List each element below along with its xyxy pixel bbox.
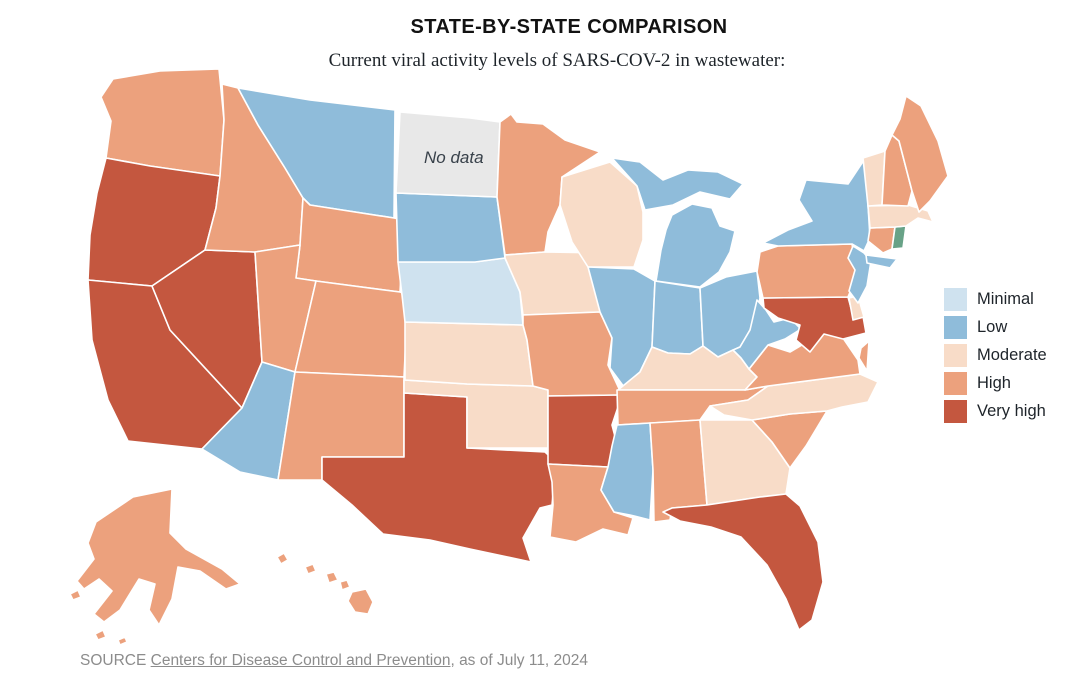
state-wi[interactable]: Wisconsin bbox=[559, 161, 644, 268]
legend-swatch bbox=[944, 344, 967, 367]
source-line: SOURCE Centers for Disease Control and P… bbox=[80, 652, 588, 670]
page-title: STATE-BY-STATE COMPARISON bbox=[410, 16, 728, 38]
state-me[interactable]: Maine bbox=[891, 95, 949, 213]
state-ak[interactable]: Alaska bbox=[69, 488, 241, 646]
state-sd[interactable]: South Dakota bbox=[395, 192, 506, 263]
source-link[interactable]: Centers for Disease Control and Preventi… bbox=[150, 652, 451, 669]
state-ne[interactable]: Nebraska bbox=[397, 257, 524, 326]
state-va[interactable]: Virginia bbox=[744, 332, 870, 391]
legend-row-moderate: Moderate bbox=[944, 344, 1047, 367]
legend-row-very-high: Very high bbox=[944, 400, 1047, 423]
legend-label: Low bbox=[977, 318, 1008, 336]
page-subtitle: Current viral activity levels of SARS-CO… bbox=[328, 50, 786, 71]
state-pa[interactable]: Pennsylvania bbox=[756, 243, 858, 299]
legend-label: Very high bbox=[977, 402, 1046, 420]
legend-row-minimal: Minimal bbox=[944, 288, 1047, 311]
legend-swatch bbox=[944, 316, 967, 339]
legend-label: High bbox=[977, 374, 1011, 392]
legend-swatch bbox=[944, 288, 967, 311]
source-prefix: SOURCE bbox=[80, 652, 151, 669]
state-fl[interactable]: Florida bbox=[662, 493, 824, 631]
state-co[interactable]: Colorado bbox=[294, 280, 409, 378]
state-ma[interactable]: Massachusetts bbox=[867, 204, 934, 229]
legend-swatch bbox=[944, 400, 967, 423]
legend-row-high: High bbox=[944, 372, 1047, 395]
state-hi[interactable]: Hawaii bbox=[276, 552, 374, 615]
legend-label: Minimal bbox=[977, 290, 1034, 308]
state-ct[interactable]: Connecticut bbox=[867, 226, 896, 254]
state-in[interactable]: Indiana bbox=[651, 280, 704, 355]
state-tx[interactable]: Texas bbox=[321, 392, 557, 563]
legend: Minimal Low Moderate High Very high bbox=[944, 288, 1047, 428]
state-mi[interactable]: Michigan bbox=[611, 157, 744, 288]
state-ks[interactable]: Kansas bbox=[404, 321, 534, 387]
states-layer: WashingtonOregonCaliforniaNevadaIdahoMon… bbox=[69, 68, 949, 646]
legend-swatch bbox=[944, 372, 967, 395]
source-suffix: , as of July 11, 2024 bbox=[450, 652, 589, 669]
legend-row-low: Low bbox=[944, 316, 1047, 339]
state-wv[interactable]: West Virginia bbox=[732, 299, 802, 370]
state-nc[interactable]: North Carolina bbox=[709, 373, 879, 421]
state-ri[interactable]: Rhode Island bbox=[891, 225, 907, 250]
no-data-label: No data bbox=[424, 148, 484, 167]
legend-label: Moderate bbox=[977, 346, 1047, 364]
